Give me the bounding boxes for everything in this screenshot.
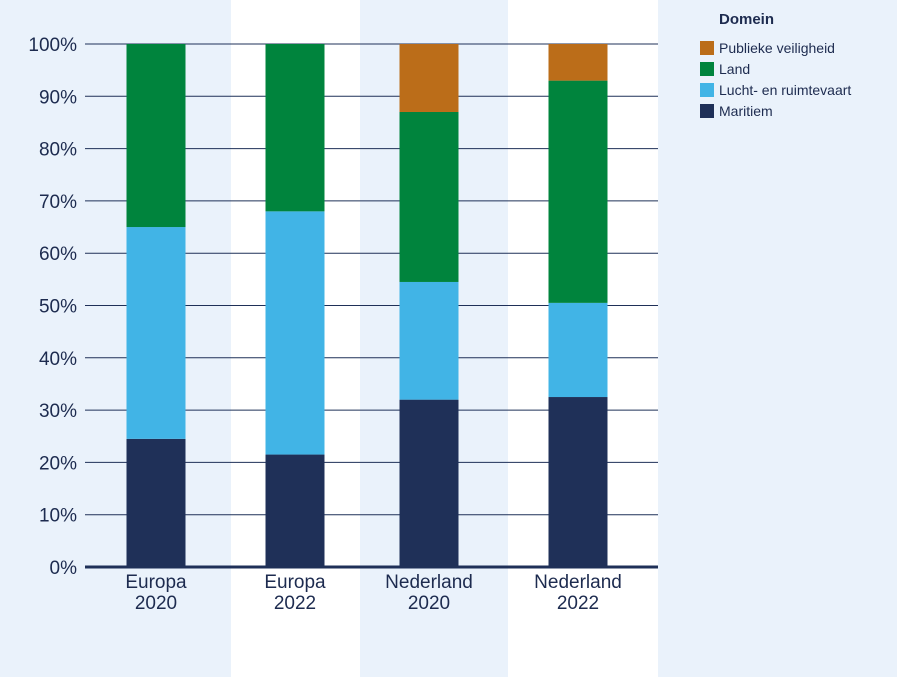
x-tick-label: 2020 bbox=[408, 593, 450, 614]
y-tick-labels: 0% 10% 20% 30% 40% 50% 60% 70% 80% 90% 100% bbox=[28, 35, 77, 579]
legend-title: Domein bbox=[719, 11, 774, 28]
bar-publieke-veiligheid-3 bbox=[399, 44, 459, 112]
bar-lucht-en-ruimtevaart-3 bbox=[399, 281, 459, 400]
x-tick-label: 2022 bbox=[557, 593, 599, 614]
x-tick-label: Nederland bbox=[534, 572, 622, 593]
legend-swatch bbox=[700, 83, 714, 97]
bar-land-4 bbox=[548, 80, 608, 303]
legend-swatch bbox=[700, 104, 714, 118]
x-tick-labels: Europa2020Europa2022Nederland2020Nederla… bbox=[125, 572, 621, 614]
bar-maritiem-2 bbox=[265, 454, 325, 567]
y-tick-label: 40% bbox=[39, 349, 77, 370]
x-tick-label: Nederland bbox=[385, 572, 473, 593]
y-tick-label: 0% bbox=[50, 558, 78, 579]
x-tick-label: Europa bbox=[125, 572, 187, 593]
legend-label: Land bbox=[719, 61, 750, 77]
y-tick-label: 100% bbox=[28, 35, 77, 56]
bar-lucht-en-ruimtevaart-2 bbox=[265, 211, 325, 455]
x-tick-label: 2022 bbox=[274, 593, 316, 614]
bar-land-1 bbox=[126, 44, 186, 228]
y-tick-label: 10% bbox=[39, 506, 77, 527]
bars bbox=[126, 44, 608, 567]
bar-maritiem-1 bbox=[126, 438, 186, 567]
legend-swatch bbox=[700, 62, 714, 76]
x-tick-label: Europa bbox=[264, 572, 326, 593]
bar-lucht-en-ruimtevaart-1 bbox=[126, 227, 186, 439]
y-tick-label: 30% bbox=[39, 401, 77, 422]
legend-label: Publieke veiligheid bbox=[719, 40, 835, 56]
y-tick-label: 90% bbox=[39, 87, 77, 108]
y-tick-label: 80% bbox=[39, 140, 77, 161]
x-tick-label: 2020 bbox=[135, 593, 177, 614]
y-tick-label: 50% bbox=[39, 297, 77, 318]
bar-lucht-en-ruimtevaart-4 bbox=[548, 302, 608, 398]
legend: Domein Publieke veiligheid Land Lucht- en r… bbox=[700, 11, 851, 119]
legend-swatch bbox=[700, 41, 714, 55]
bar-publieke-veiligheid-4 bbox=[548, 44, 608, 81]
bar-maritiem-4 bbox=[548, 397, 608, 567]
y-tick-label: 60% bbox=[39, 244, 77, 265]
legend-label: Maritiem bbox=[719, 103, 773, 119]
legend-label: Lucht- en ruimtevaart bbox=[719, 82, 851, 98]
y-tick-label: 70% bbox=[39, 192, 77, 213]
y-tick-label: 20% bbox=[39, 453, 77, 474]
bar-land-2 bbox=[265, 44, 325, 212]
bar-land-3 bbox=[399, 111, 459, 282]
bar-maritiem-3 bbox=[399, 399, 459, 567]
